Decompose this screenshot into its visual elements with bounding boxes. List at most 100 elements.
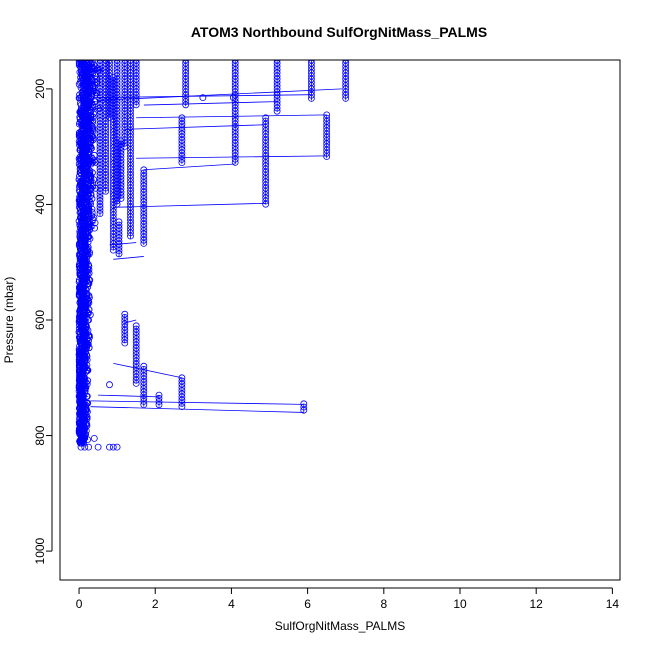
data-point	[82, 250, 90, 258]
data-point	[231, 126, 239, 134]
data-point	[78, 290, 85, 298]
data-point	[273, 72, 281, 80]
data-point	[85, 306, 93, 314]
connector-line	[136, 155, 327, 159]
x-tick-label: 8	[380, 597, 387, 611]
data-point	[113, 60, 121, 64]
data-point	[113, 111, 121, 118]
data-point	[88, 122, 95, 130]
data-point	[102, 142, 110, 150]
x-tick-label: 12	[530, 597, 544, 611]
connector-line	[124, 319, 137, 324]
data-point	[94, 443, 102, 451]
data-point	[182, 88, 190, 96]
data-point	[109, 118, 117, 126]
data-point	[140, 191, 148, 199]
data-point	[113, 82, 121, 89]
data-layer	[75, 60, 350, 451]
data-point	[140, 388, 148, 396]
data-point	[117, 182, 125, 190]
data-point	[76, 79, 84, 86]
data-point	[82, 323, 90, 331]
y-tick-label: 1000	[33, 537, 47, 564]
data-point	[76, 209, 84, 216]
data-point	[76, 292, 84, 300]
connector-line	[90, 400, 304, 405]
data-point	[231, 155, 239, 163]
data-point	[127, 123, 134, 131]
data-point	[102, 139, 110, 147]
data-point	[307, 72, 315, 80]
data-point	[132, 322, 140, 330]
data-point	[106, 104, 113, 112]
data-point	[323, 127, 331, 135]
data-point	[127, 104, 134, 112]
data-point	[117, 137, 125, 145]
data-point	[79, 394, 87, 402]
point-column	[140, 362, 148, 409]
data-point	[155, 398, 163, 405]
data-point	[79, 70, 87, 78]
point-column	[307, 60, 315, 102]
data-point	[231, 104, 239, 112]
data-point	[106, 75, 113, 83]
data-point	[113, 142, 121, 150]
data-point	[79, 420, 87, 428]
data-point	[231, 107, 239, 115]
data-point	[113, 155, 121, 163]
point-column	[273, 60, 281, 115]
data-point	[323, 153, 331, 160]
data-point	[113, 104, 121, 112]
data-point	[81, 344, 89, 352]
data-point	[76, 188, 84, 196]
data-point	[127, 114, 134, 121]
data-point	[96, 60, 104, 64]
data-point	[140, 236, 148, 244]
connector-line	[98, 88, 342, 101]
data-point	[113, 114, 121, 121]
point-column	[115, 218, 123, 258]
data-point	[84, 283, 92, 291]
data-point	[273, 79, 281, 86]
connector-line	[109, 242, 137, 246]
data-point	[262, 171, 270, 179]
data-point	[96, 206, 104, 214]
data-point	[342, 95, 350, 102]
data-point	[109, 115, 117, 123]
data-point	[109, 80, 117, 88]
data-point	[76, 307, 84, 315]
data-point	[75, 129, 83, 137]
data-point	[77, 202, 84, 210]
data-point	[81, 254, 89, 262]
data-point	[113, 174, 121, 182]
point-columns	[96, 60, 350, 414]
data-point	[81, 425, 88, 433]
data-point	[178, 152, 186, 160]
data-point	[113, 63, 121, 70]
data-point	[84, 233, 91, 241]
data-point	[109, 83, 117, 91]
data-point	[78, 132, 85, 140]
data-point	[87, 63, 95, 71]
data-point	[77, 411, 85, 419]
data-point	[89, 117, 96, 125]
data-point	[84, 77, 91, 85]
point-column	[96, 60, 104, 218]
data-point	[199, 94, 207, 101]
data-point	[178, 139, 186, 147]
point-column	[132, 60, 140, 109]
data-point	[127, 190, 134, 198]
data-point	[273, 82, 281, 89]
data-point	[82, 236, 89, 244]
data-point	[300, 406, 308, 414]
data-point	[127, 219, 134, 227]
data-point	[182, 95, 190, 102]
isolated-points	[77, 94, 237, 451]
data-point	[109, 195, 117, 203]
data-point	[82, 148, 90, 156]
data-point	[273, 66, 281, 73]
data-point	[83, 177, 91, 185]
data-point	[80, 313, 88, 320]
data-point	[75, 217, 83, 225]
data-point	[106, 79, 113, 86]
